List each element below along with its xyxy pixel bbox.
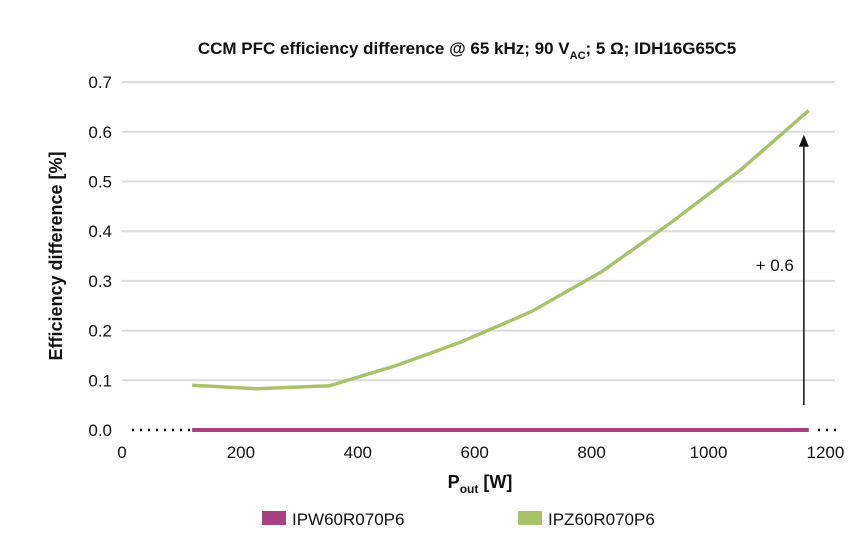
x-tick-label: 400	[344, 443, 372, 462]
y-tick-label: 0.5	[88, 173, 112, 192]
series-line-IPZ60R070P6	[192, 109, 810, 391]
y-tick-label: 0.2	[88, 322, 112, 341]
legend-label: IPZ60R070P6	[548, 510, 655, 529]
x-tick-label: 200	[227, 443, 255, 462]
chart-title: CCM PFC efficiency difference @ 65 kHz; …	[198, 39, 736, 62]
x-tick-label: 600	[461, 443, 489, 462]
x-tick-label: 800	[577, 443, 605, 462]
y-tick-label: 0.1	[88, 371, 112, 390]
y-axis-label: Efficiency difference [%]	[46, 151, 66, 360]
y-tick-label: 0.7	[88, 73, 112, 92]
annotation-label: + 0.6	[756, 256, 794, 275]
x-tick-label: 0	[117, 443, 126, 462]
y-tick-label: 0.6	[88, 123, 112, 142]
x-tick-label: 1000	[690, 443, 728, 462]
legend-swatch	[262, 511, 286, 525]
x-axis-label: Pout [W]	[448, 472, 513, 496]
y-tick-label: 0.0	[88, 421, 112, 440]
y-tick-label: 0.4	[88, 222, 112, 241]
x-tick-label: 1200	[806, 443, 844, 462]
legend-swatch	[518, 511, 542, 525]
legend-label: IPW60R070P6	[292, 510, 404, 529]
y-tick-label: 0.3	[88, 272, 112, 291]
arrow-head-icon	[798, 134, 809, 147]
